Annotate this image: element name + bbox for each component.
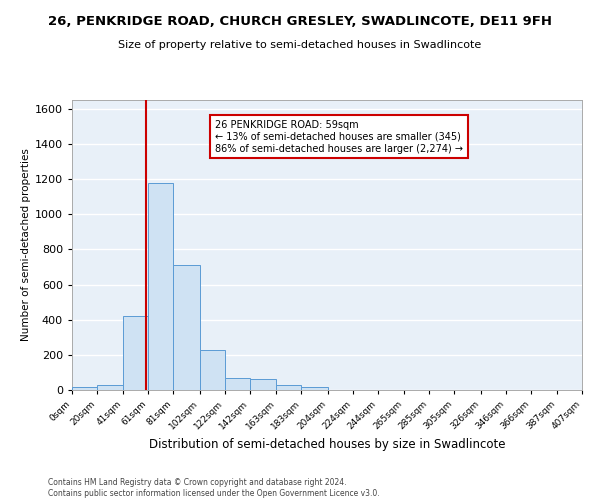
Text: 26, PENKRIDGE ROAD, CHURCH GRESLEY, SWADLINCOTE, DE11 9FH: 26, PENKRIDGE ROAD, CHURCH GRESLEY, SWAD…: [48, 15, 552, 28]
Bar: [301, 388, 328, 390]
Bar: [173, 265, 200, 390]
Text: Size of property relative to semi-detached houses in Swadlincote: Size of property relative to semi-detach…: [118, 40, 482, 50]
Bar: [148, 182, 173, 390]
Bar: [225, 378, 250, 390]
X-axis label: Distribution of semi-detached houses by size in Swadlincote: Distribution of semi-detached houses by …: [149, 438, 505, 451]
Bar: [97, 384, 124, 390]
Bar: [250, 378, 276, 390]
Text: Contains HM Land Registry data © Crown copyright and database right 2024.
Contai: Contains HM Land Registry data © Crown c…: [48, 478, 380, 498]
Y-axis label: Number of semi-detached properties: Number of semi-detached properties: [20, 148, 31, 342]
Text: 26 PENKRIDGE ROAD: 59sqm
← 13% of semi-detached houses are smaller (345)
86% of : 26 PENKRIDGE ROAD: 59sqm ← 13% of semi-d…: [215, 120, 463, 154]
Bar: [276, 384, 301, 390]
Bar: [200, 350, 225, 390]
Bar: [124, 316, 148, 390]
Bar: [72, 388, 97, 390]
